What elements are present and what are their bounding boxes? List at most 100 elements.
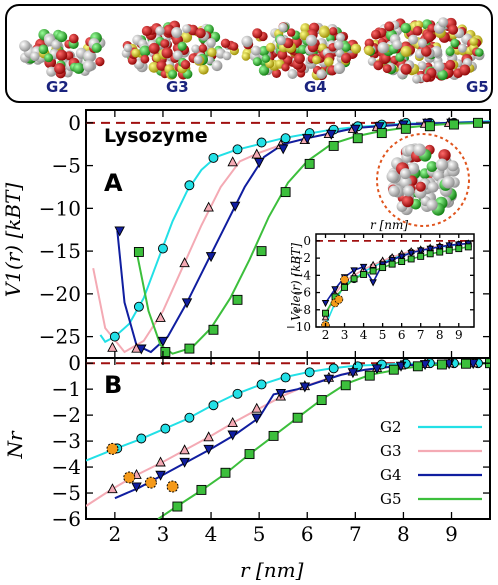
data-point-g5	[412, 361, 423, 372]
inset-point-g4	[397, 253, 406, 261]
atom-sphere	[95, 57, 105, 67]
data-point-g2	[136, 433, 147, 444]
data-point-g4	[323, 374, 335, 385]
atom-sphere	[220, 38, 231, 48]
atom-sphere	[297, 44, 308, 55]
data-point-g5	[172, 501, 183, 512]
inset-point-g5	[369, 267, 377, 275]
atom-sphere	[211, 60, 223, 72]
atom-sphere	[412, 74, 422, 84]
data-point-g4	[301, 134, 313, 145]
inset-point-g3	[321, 313, 330, 321]
data-point-g3	[203, 201, 214, 212]
atom-sphere	[46, 66, 57, 77]
legend-label: G4	[380, 466, 402, 484]
panel-a-ylabel: V1(r) [kBT]	[1, 183, 25, 298]
atom-sphere	[371, 29, 381, 40]
inset-point-g4	[321, 300, 330, 308]
atom-sphere	[417, 38, 427, 48]
data-point-g5	[208, 324, 219, 335]
inset-ylabel: Vele(r) [kBT]	[289, 243, 303, 321]
atom-sphere	[364, 38, 374, 48]
dendrimer-label-g2: G2	[46, 78, 69, 96]
atom-sphere	[266, 42, 276, 53]
data-point-g4	[253, 158, 265, 169]
atom-sphere	[388, 185, 400, 197]
y-tick-label: −4	[52, 455, 81, 479]
data-point-g2	[184, 180, 195, 191]
data-point-g3	[179, 257, 190, 268]
inset-point-g5	[398, 258, 406, 266]
atom-sphere	[281, 63, 290, 72]
atom-sphere	[382, 64, 392, 74]
y-tick-label: −1	[52, 377, 81, 401]
atom-sphere	[161, 47, 173, 59]
atom-sphere	[426, 161, 438, 172]
y-tick-label: −2	[293, 251, 311, 265]
x-tick-label: 4	[360, 328, 368, 342]
atom-sphere	[392, 39, 403, 50]
atom-sphere	[241, 35, 253, 48]
inset-point-g5	[322, 309, 329, 317]
inset-point-g5	[417, 252, 425, 260]
data-point-g4	[205, 252, 217, 263]
panel-a-axes: 0−5−10−15−20−25	[39, 110, 490, 358]
data-point-g2	[256, 379, 267, 390]
dendrimer-images	[19, 17, 485, 84]
data-point-g3	[227, 417, 238, 427]
atom-sphere	[412, 26, 423, 36]
y-tick-label: −10	[286, 320, 311, 334]
inset-line-g4	[324, 242, 469, 304]
inset-axes: 0 −2 −4 −6 −8 −10 2 3 4 5 6 7 8 9	[286, 234, 474, 342]
atom-sphere	[328, 27, 338, 36]
data-point-g4	[299, 382, 311, 393]
atom-sphere	[433, 60, 445, 72]
data-point-g2	[208, 400, 219, 411]
x-tick-label: 9	[455, 328, 463, 342]
atom-sphere	[422, 73, 432, 83]
data-point-g4	[347, 368, 359, 379]
atom-sphere	[177, 41, 187, 51]
y-tick-label: −5	[52, 154, 81, 178]
data-point-g3	[107, 341, 118, 352]
atom-sphere	[56, 31, 68, 43]
atom-sphere	[30, 51, 40, 62]
x-tick-label: 7	[417, 328, 425, 342]
inset-point-g5	[388, 260, 396, 268]
x-axis-label: r [nm]	[240, 558, 304, 582]
x-tick-label: 4	[205, 522, 218, 546]
data-point-g5	[328, 140, 339, 151]
atom-sphere	[401, 195, 414, 208]
x-tick-label: 5	[379, 328, 387, 342]
atom-sphere	[156, 60, 167, 71]
atom-sphere	[91, 42, 102, 53]
inset-point-g4	[455, 241, 463, 249]
atom-sphere	[364, 45, 374, 56]
y-tick-label: −8	[293, 303, 311, 317]
atom-sphere	[276, 35, 286, 46]
dendrimer-label-g4: G4	[304, 78, 327, 96]
atom-sphere	[180, 31, 193, 43]
x-tick-label: 9	[445, 522, 458, 546]
panel-b-frame	[85, 357, 491, 520]
atom-sphere	[252, 57, 262, 67]
inset-point-g4	[416, 247, 425, 255]
inset-frame	[315, 233, 475, 328]
data-point-g4	[227, 430, 238, 441]
atom-sphere	[336, 33, 345, 42]
atom-sphere	[415, 181, 426, 192]
atom-sphere	[83, 50, 96, 63]
data-point-g5	[461, 358, 471, 369]
y-tick-label: 0	[68, 111, 81, 135]
atom-sphere	[277, 49, 288, 60]
series-line-g4	[114, 362, 490, 500]
data-point-g2	[256, 137, 267, 148]
atom-sphere	[207, 47, 217, 57]
atom-sphere	[180, 59, 191, 70]
atom-sphere	[258, 65, 270, 76]
x-tick-label: 2	[108, 522, 121, 546]
y-tick-label: 0	[68, 351, 81, 375]
legend: G2 G3 G4 G5	[380, 418, 482, 508]
atom-sphere	[469, 37, 479, 46]
